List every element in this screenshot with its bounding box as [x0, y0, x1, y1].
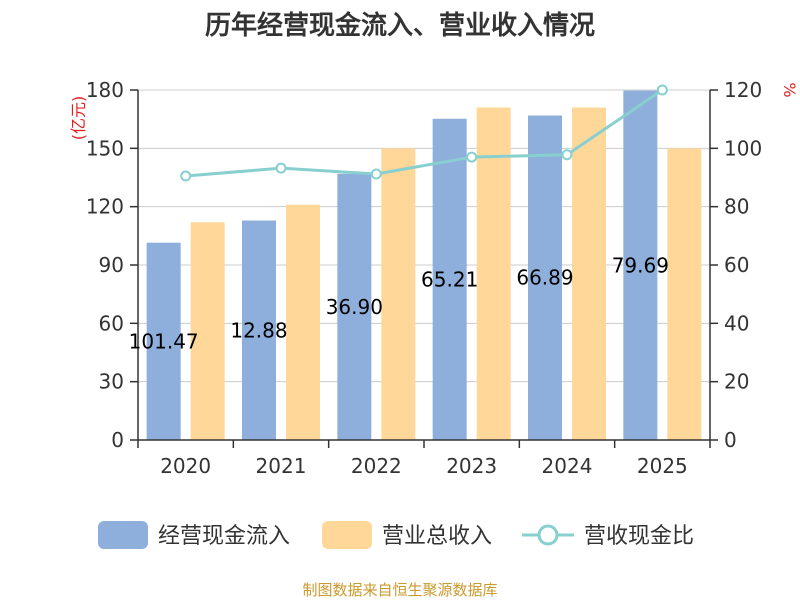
bar-cash-inflow [146, 242, 181, 440]
bar-value-label: 66.89 [516, 266, 573, 290]
y-right-tick-label: 20 [724, 370, 749, 394]
chart-title: 历年经营现金流入、营业收入情况 [205, 10, 595, 41]
bar-value-label: 101.47 [129, 329, 199, 353]
x-tick-label: 2020 [160, 454, 211, 478]
bar-value-label: 36.90 [326, 295, 383, 319]
bars [146, 90, 702, 441]
ratio-point [656, 84, 668, 96]
legend-label-revenue: 营业总收入 [382, 524, 492, 549]
y-left-tick-label: 30 [99, 370, 124, 394]
ratio-point [466, 151, 478, 163]
y-left-unit: (亿元) [69, 96, 88, 141]
bar-value-label: 79.69 [612, 253, 669, 277]
bar-revenue [381, 148, 416, 441]
y-left-tick-label: 120 [86, 195, 124, 219]
ratio-line-path [185, 88, 664, 178]
bar-cash-inflow [528, 115, 562, 440]
bar-revenue [286, 204, 320, 440]
x-tick-label: 2025 [637, 454, 688, 478]
legend-marker-ratio [537, 524, 559, 546]
x-tick-label: 2023 [446, 454, 497, 478]
bar-value-label: 12.88 [230, 318, 287, 342]
axes: 0 30 60 90 120 150 180 0 20 40 60 80 100 120 2020 2021 2… [86, 78, 762, 478]
y-right-tick-label: 60 [724, 253, 749, 277]
y-left-tick-label: 0 [111, 428, 124, 452]
x-tick-label: 2024 [542, 454, 593, 478]
bar-revenue [667, 148, 702, 441]
grid-lines [138, 89, 710, 383]
bar-revenue [190, 222, 225, 440]
bar-labels: 101.47 12.88 36.90 65.21 66.89 79.69 [129, 253, 669, 353]
y-right-tick-label: 100 [724, 136, 762, 160]
y-right-tick-label: 80 [724, 195, 749, 219]
ratio-point [180, 170, 192, 182]
ratio-point [561, 149, 573, 161]
legend-swatch-revenue [322, 521, 372, 549]
bar-value-label: 65.21 [421, 267, 478, 291]
bar-revenue [476, 107, 511, 440]
legend-label-ratio: 营收现金比 [584, 524, 694, 549]
legend: 经营现金流入 营业总收入 营收现金比 [98, 521, 694, 549]
y-right-tick-label: 120 [724, 78, 762, 102]
bar-cash-inflow [432, 118, 467, 440]
legend-swatch-cash-inflow [98, 521, 148, 549]
y-right-unit: % [780, 82, 799, 97]
ratio-line [180, 84, 668, 182]
legend-label-cash-inflow: 经营现金流入 [158, 524, 290, 549]
bar-cash-inflow [623, 90, 658, 440]
y-left-tick-label: 150 [86, 136, 124, 160]
bar-revenue [572, 107, 606, 440]
y-left-tick-label: 180 [86, 78, 124, 102]
x-tick-label: 2021 [256, 454, 307, 478]
y-left-tick-label: 90 [99, 253, 124, 277]
ratio-point [275, 162, 287, 174]
y-right-tick-label: 0 [724, 428, 737, 452]
bar-cash-inflow [337, 173, 372, 441]
x-tick-label: 2022 [351, 454, 402, 478]
bar-cash-inflow [242, 220, 276, 440]
data-source-note: 制图数据来自恒生聚源数据库 [302, 581, 497, 599]
y-right-tick-label: 40 [724, 311, 749, 335]
ratio-point [370, 168, 382, 180]
y-left-tick-label: 60 [99, 311, 124, 335]
